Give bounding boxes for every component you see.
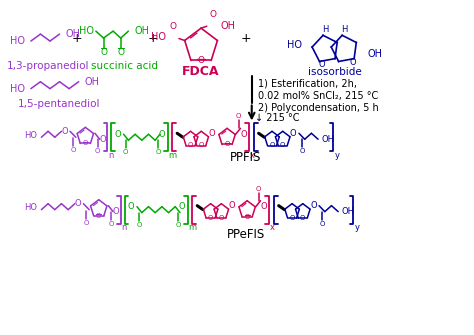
Text: ↓ 215 °C: ↓ 215 °C: [255, 114, 299, 123]
Text: y: y: [334, 151, 339, 159]
Text: O: O: [117, 49, 124, 58]
Text: O: O: [198, 56, 205, 65]
Text: HO: HO: [287, 40, 302, 50]
Text: O: O: [209, 10, 216, 19]
Text: n: n: [109, 151, 114, 159]
Text: O: O: [128, 202, 135, 211]
Text: O: O: [269, 142, 275, 148]
Text: O: O: [280, 142, 285, 148]
Text: H: H: [322, 25, 328, 34]
Text: O: O: [179, 202, 185, 211]
Text: O: O: [228, 201, 235, 210]
Text: +: +: [241, 31, 251, 45]
Text: x: x: [250, 151, 255, 159]
Text: x: x: [270, 223, 275, 232]
Text: isosorbide: isosorbide: [308, 67, 362, 77]
Text: O: O: [224, 141, 230, 147]
Text: H: H: [341, 25, 347, 34]
Text: +: +: [148, 31, 159, 45]
Text: O: O: [236, 114, 241, 119]
Text: succinic acid: succinic acid: [91, 61, 158, 71]
Text: O: O: [260, 202, 267, 211]
Text: m: m: [189, 223, 197, 232]
Text: O: O: [170, 22, 177, 31]
Text: O: O: [123, 149, 128, 155]
Text: y: y: [355, 223, 359, 232]
Text: PPFIS: PPFIS: [230, 151, 262, 163]
Text: 2) Polycondensation, 5 h: 2) Polycondensation, 5 h: [258, 103, 379, 113]
Text: O: O: [319, 220, 325, 226]
Text: n: n: [122, 223, 127, 232]
Text: O: O: [209, 129, 215, 138]
Text: O: O: [113, 207, 119, 216]
Text: O: O: [319, 60, 325, 69]
Text: O: O: [290, 129, 297, 138]
Text: O: O: [199, 142, 204, 148]
Text: 0.02 mol% SnCl₂, 215 °C: 0.02 mol% SnCl₂, 215 °C: [258, 90, 379, 100]
Text: OH: OH: [367, 49, 383, 59]
Text: O: O: [175, 221, 181, 227]
Text: O: O: [290, 215, 295, 220]
Text: O: O: [136, 221, 142, 227]
Text: OH: OH: [65, 29, 80, 39]
Text: O: O: [300, 215, 305, 220]
Text: O: O: [74, 199, 81, 208]
Text: O: O: [82, 140, 88, 146]
Text: O: O: [208, 215, 213, 220]
Text: HO: HO: [24, 131, 37, 140]
Text: 1) Esterification, 2h,: 1) Esterification, 2h,: [258, 79, 357, 89]
Text: O: O: [240, 130, 246, 139]
Text: O: O: [310, 201, 317, 210]
Text: OH: OH: [322, 135, 335, 144]
Text: O: O: [99, 135, 106, 144]
Text: HO: HO: [151, 31, 165, 42]
Text: FDCA: FDCA: [182, 65, 220, 78]
Text: O: O: [158, 130, 165, 139]
Text: O: O: [70, 147, 76, 153]
Text: 1,5-pentanediol: 1,5-pentanediol: [18, 98, 101, 109]
Text: HO: HO: [79, 26, 94, 36]
Text: O: O: [299, 148, 304, 154]
Text: O: O: [219, 215, 224, 220]
Text: OH: OH: [342, 207, 355, 216]
Text: OH: OH: [84, 77, 100, 87]
Text: O: O: [96, 213, 101, 219]
Text: O: O: [109, 220, 114, 226]
Text: HO: HO: [10, 84, 25, 94]
Text: PPeFIS: PPeFIS: [227, 228, 265, 241]
Text: O: O: [83, 219, 89, 225]
Text: OH: OH: [134, 26, 149, 36]
Text: O: O: [349, 58, 356, 67]
Text: O: O: [61, 127, 68, 136]
Text: O: O: [188, 142, 193, 148]
Text: O: O: [245, 214, 250, 219]
Text: O: O: [115, 130, 121, 139]
Text: 1,3-propanediol: 1,3-propanediol: [7, 61, 89, 71]
Text: O: O: [155, 149, 161, 155]
Text: O: O: [100, 49, 107, 58]
Text: OH: OH: [220, 21, 235, 31]
Text: HO: HO: [24, 203, 37, 212]
Text: +: +: [72, 31, 82, 45]
Text: m: m: [169, 151, 177, 159]
Text: O: O: [256, 186, 261, 192]
Text: O: O: [95, 148, 100, 154]
Text: HO: HO: [10, 36, 25, 46]
